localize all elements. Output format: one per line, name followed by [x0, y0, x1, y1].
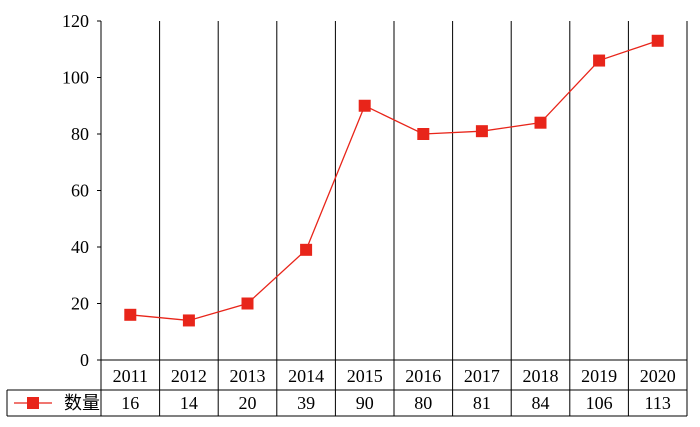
data-label: 14 [180, 393, 198, 413]
legend: 数量 [14, 393, 100, 414]
data-label: 20 [239, 393, 257, 413]
x-tick-label: 2019 [581, 366, 617, 386]
x-tick-label: 2016 [405, 366, 441, 386]
y-tick-label: 60 [71, 181, 89, 201]
data-label: 113 [645, 393, 671, 413]
data-point [241, 297, 254, 310]
data-label: 90 [356, 393, 374, 413]
data-point [651, 34, 664, 47]
data-point [358, 99, 371, 112]
x-tick-label: 2014 [288, 366, 324, 386]
data-label: 84 [532, 393, 550, 413]
legend-marker [27, 397, 39, 409]
y-axis: 0 20 40 60 80 100 120 [62, 11, 101, 370]
data-label: 80 [414, 393, 432, 413]
x-tick-label: 2015 [347, 366, 383, 386]
data-label: 81 [473, 393, 491, 413]
series-line [130, 40, 658, 322]
data-point [300, 243, 313, 256]
x-tick-label: 2012 [171, 366, 207, 386]
y-tick-label: 20 [71, 294, 89, 314]
legend-label: 数量 [64, 393, 100, 414]
x-tick-label: 2011 [113, 366, 148, 386]
y-tick-label: 80 [71, 124, 89, 144]
x-tick-label: 2013 [230, 366, 266, 386]
y-tick-label: 40 [71, 237, 89, 257]
y-tick-label: 0 [80, 350, 89, 370]
y-tick-label: 120 [62, 11, 89, 31]
data-table: 2011 16 2012 14 2013 20 2014 39 2015 90 2016 80 2017… [6, 359, 688, 417]
data-point [182, 314, 195, 327]
y-tick-label: 100 [62, 68, 89, 88]
x-tick-label: 2018 [523, 366, 559, 386]
x-tick-label: 2017 [464, 366, 500, 386]
data-label: 106 [586, 393, 613, 413]
data-series [124, 34, 664, 327]
data-point [417, 128, 430, 140]
data-point [475, 125, 488, 138]
data-point [124, 308, 137, 321]
data-label: 39 [297, 393, 315, 413]
chart-grid [100, 21, 688, 390]
data-label: 16 [121, 393, 139, 413]
data-point [593, 54, 606, 67]
x-tick-label: 2020 [640, 366, 676, 386]
data-point [534, 116, 547, 129]
